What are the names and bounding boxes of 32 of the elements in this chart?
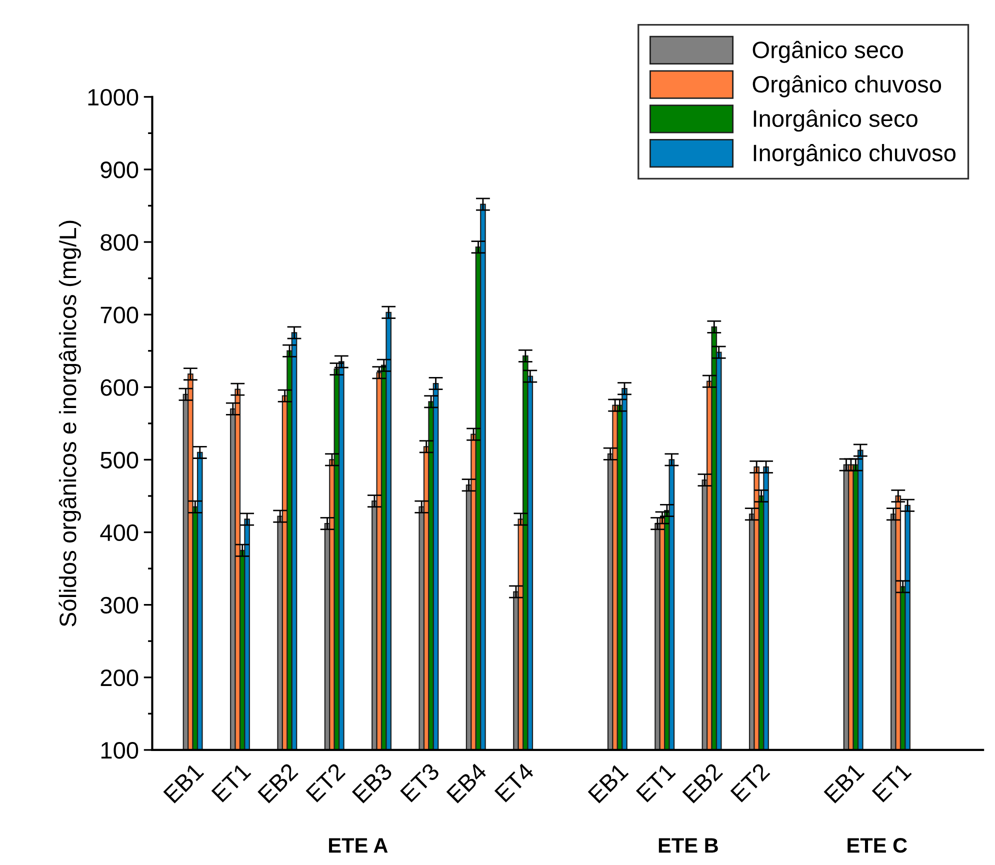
legend-label: Orgânico chuvoso bbox=[752, 75, 942, 98]
y-axis-title: Sólidos orgânicos e inorgânicos (mg/L) bbox=[58, 220, 81, 626]
x-tick-label: EB4 bbox=[446, 762, 488, 804]
x-tick-label: EB2 bbox=[257, 762, 298, 804]
text: ETE B bbox=[658, 838, 718, 853]
x-tick-label: EB1 bbox=[824, 762, 865, 804]
legend-label: Orgânico seco bbox=[752, 40, 903, 63]
x-tick-label: EB3 bbox=[352, 762, 394, 804]
x-tick-label: ET1 bbox=[872, 762, 912, 802]
x-tick-label: ET1 bbox=[636, 762, 676, 802]
x-tick-label: EB1 bbox=[163, 762, 204, 804]
y-tick-label: 100 bbox=[101, 742, 138, 759]
text: ETE C bbox=[848, 838, 908, 853]
x-tick-label: EB2 bbox=[682, 762, 724, 804]
legend-label: Inorgânico chuvoso bbox=[754, 144, 956, 166]
x-tick-label: EB1 bbox=[588, 762, 629, 804]
legend-label: Inorgânico seco bbox=[754, 110, 918, 132]
y-tick-label: 900 bbox=[100, 162, 138, 178]
y-tick-label: 200 bbox=[100, 669, 138, 686]
y-tick-label: 700 bbox=[100, 306, 138, 324]
x-tick-label: ET2 bbox=[306, 762, 346, 802]
x-tick-label: ET1 bbox=[211, 762, 252, 802]
y-tick-label: 400 bbox=[100, 524, 138, 542]
y-tick-label: 300 bbox=[100, 596, 138, 614]
x-tick-label: ET3 bbox=[400, 762, 440, 803]
y-tick-label: 800 bbox=[100, 234, 138, 251]
y-tick-label: 600 bbox=[100, 379, 138, 396]
x-tick-label: ET2 bbox=[730, 762, 770, 802]
text: ETE A bbox=[329, 838, 388, 853]
y-tick-label: 1000 bbox=[88, 88, 138, 106]
x-tick-label: ET4 bbox=[494, 762, 535, 802]
y-tick-label: 500 bbox=[100, 452, 138, 468]
